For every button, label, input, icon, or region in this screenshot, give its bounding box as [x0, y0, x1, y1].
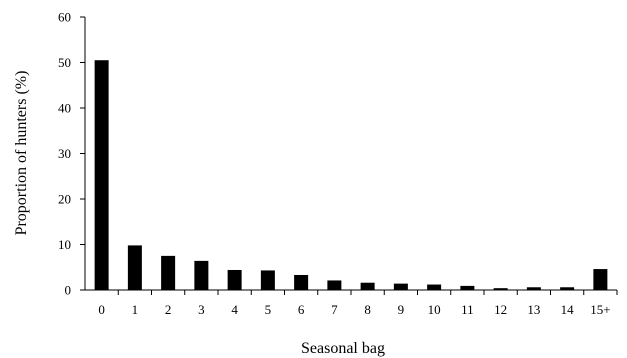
x-tick-label: 6	[298, 302, 305, 317]
y-axis-label: Proportion of hunters (%)	[13, 71, 30, 236]
bar-11	[460, 285, 475, 290]
bar-5	[260, 270, 275, 290]
bar-1	[127, 245, 142, 290]
x-tick-label: 14	[561, 302, 575, 317]
y-tick-label: 20	[58, 192, 71, 207]
bar-15+	[593, 269, 608, 290]
bar-0	[94, 60, 109, 290]
x-tick-label: 15+	[590, 302, 610, 317]
x-tick-label: 2	[165, 302, 172, 317]
bar-3	[194, 260, 209, 290]
bar-10	[427, 284, 442, 290]
y-tick-label: 40	[58, 101, 71, 116]
x-tick-label: 3	[198, 302, 205, 317]
x-tick-label: 8	[364, 302, 371, 317]
y-axis-ticks: 0 10 20 30 40 50 60	[58, 10, 85, 298]
x-tick-label: 11	[461, 302, 474, 317]
x-tick-label: 4	[231, 302, 238, 317]
bar-4	[227, 269, 242, 290]
x-tick-label: 1	[132, 302, 139, 317]
bar-14	[560, 287, 575, 290]
bar-7	[327, 280, 342, 290]
x-tick-label: 10	[428, 302, 441, 317]
bars	[94, 60, 608, 290]
x-tick-label: 9	[398, 302, 405, 317]
bar-6	[294, 274, 309, 290]
x-tick-label: 0	[98, 302, 105, 317]
x-tick-label: 12	[494, 302, 507, 317]
bar-13	[526, 287, 541, 290]
x-axis-label: Seasonal bag	[301, 340, 385, 357]
x-tick-label: 13	[527, 302, 540, 317]
y-tick-label: 60	[58, 10, 71, 25]
bar-2	[161, 255, 176, 290]
bar-12	[493, 288, 508, 290]
bar-9	[393, 283, 408, 290]
x-tick-label: 7	[331, 302, 338, 317]
x-axis-ticks: 0 1 2 3 4 5 6 7 8 9 10 11 12 13 14 15+	[98, 290, 618, 317]
y-tick-label: 0	[65, 283, 72, 298]
y-tick-label: 30	[58, 146, 71, 161]
y-tick-label: 50	[58, 55, 71, 70]
y-tick-label: 10	[58, 237, 71, 252]
x-tick-label: 5	[265, 302, 272, 317]
bar-8	[360, 282, 375, 290]
